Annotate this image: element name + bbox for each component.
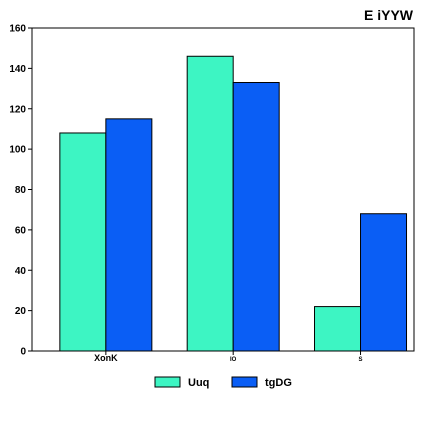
legend-swatch-uuq bbox=[154, 376, 181, 388]
legend-swatch-tgdg bbox=[231, 376, 258, 388]
y-tick-label: 20 bbox=[15, 306, 27, 317]
x-axis: XonK IO S bbox=[94, 351, 363, 363]
bar-uuq-io bbox=[186, 55, 234, 352]
bar-uuq-s bbox=[314, 306, 362, 352]
plot-frame bbox=[31, 27, 415, 352]
y-tick-label: 80 bbox=[15, 185, 27, 196]
y-tick-label: 120 bbox=[9, 104, 26, 115]
y-tick-label: 60 bbox=[15, 225, 27, 236]
y-tick-label: 160 bbox=[9, 24, 26, 35]
x-tick-label: XonK bbox=[94, 353, 118, 363]
chart-title: E iYYW bbox=[364, 7, 414, 23]
bar-tgdg-xonk bbox=[105, 118, 153, 352]
x-tick-label: S bbox=[359, 357, 363, 363]
y-tick-label: 40 bbox=[15, 266, 27, 277]
bars bbox=[59, 55, 408, 352]
bar-tgdg-io bbox=[232, 82, 280, 352]
y-tick-label: 140 bbox=[9, 64, 26, 75]
legend-label-uuq: Uuq bbox=[188, 377, 209, 389]
x-tick-label: IO bbox=[230, 357, 237, 363]
legend-label-tgdg: tgDG bbox=[265, 377, 292, 389]
y-tick-label: 0 bbox=[20, 347, 26, 358]
y-axis: 0 20 40 60 80 100 120 140 160 bbox=[9, 24, 32, 358]
y-tick-label: 100 bbox=[9, 145, 26, 156]
legend: Uuq tgDG bbox=[154, 376, 292, 389]
bar-tgdg-s bbox=[360, 213, 408, 352]
bar-uuq-xonk bbox=[59, 132, 107, 352]
